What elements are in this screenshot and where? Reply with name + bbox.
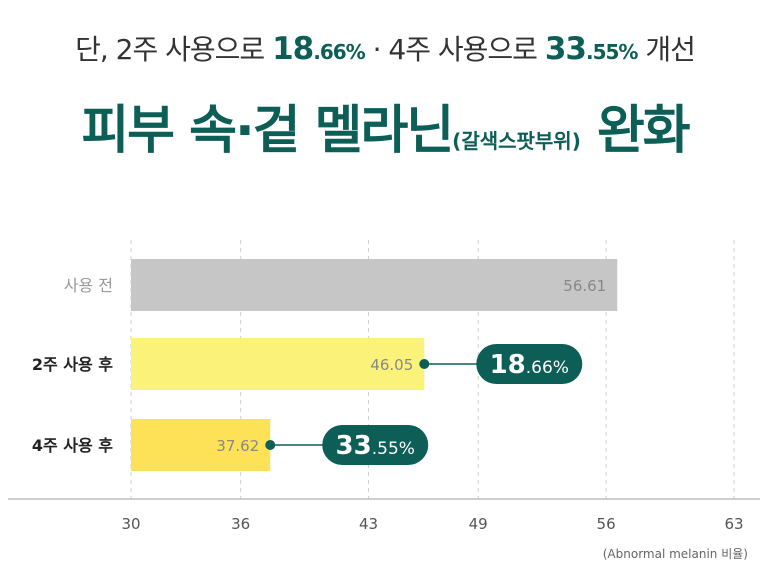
x-tick-label: 56 bbox=[597, 515, 616, 533]
annotation-pill bbox=[476, 344, 583, 384]
x-tick-label: 30 bbox=[121, 515, 140, 533]
category-label: 사용 전 bbox=[64, 276, 113, 295]
bar bbox=[131, 419, 271, 471]
subtitle-value-2w: 18.66% bbox=[272, 31, 366, 67]
bar-value-label: 56.61 bbox=[563, 277, 606, 295]
title-main: 피부 속·겉 멜라닌 bbox=[81, 101, 454, 161]
annotation-dot bbox=[419, 359, 430, 369]
bar bbox=[131, 338, 425, 390]
x-tick-label: 43 bbox=[359, 515, 378, 533]
subtitle: 단, 2주 사용으로 18.66% · 4주 사용으로 33.55% 개선 bbox=[0, 28, 770, 68]
bar-value-label: 37.62 bbox=[216, 437, 259, 455]
axis-footnote: (Abnormal melanin 비율) bbox=[602, 547, 748, 561]
category-label: 4주 사용 후 bbox=[32, 436, 113, 455]
subtitle-value-4w: 33.55% bbox=[544, 31, 639, 67]
annotation-label: 18.66% bbox=[490, 350, 569, 380]
annotation-dot bbox=[265, 440, 276, 450]
x-tick-label: 49 bbox=[469, 515, 488, 533]
bar-value-label: 46.05 bbox=[370, 356, 413, 374]
category-label: 2주 사용 후 bbox=[32, 355, 113, 374]
title-paren: (갈색스팟부위) bbox=[452, 129, 581, 153]
subtitle-separator: · 4주 사용으로 bbox=[372, 33, 538, 66]
bar bbox=[131, 259, 618, 311]
annotation-label: 33.55% bbox=[336, 431, 415, 461]
x-tick-label: 36 bbox=[231, 515, 250, 533]
annotation-pill bbox=[322, 425, 429, 465]
x-tick-label: 63 bbox=[724, 515, 743, 533]
subtitle-lead: 단, 2주 사용으로 bbox=[75, 33, 265, 66]
subtitle-tail: 개선 bbox=[645, 33, 696, 66]
title-tail: 완화 bbox=[596, 101, 691, 161]
page-title: 피부 속·겉 멜라닌(갈색스팟부위) 완화 bbox=[0, 88, 770, 163]
